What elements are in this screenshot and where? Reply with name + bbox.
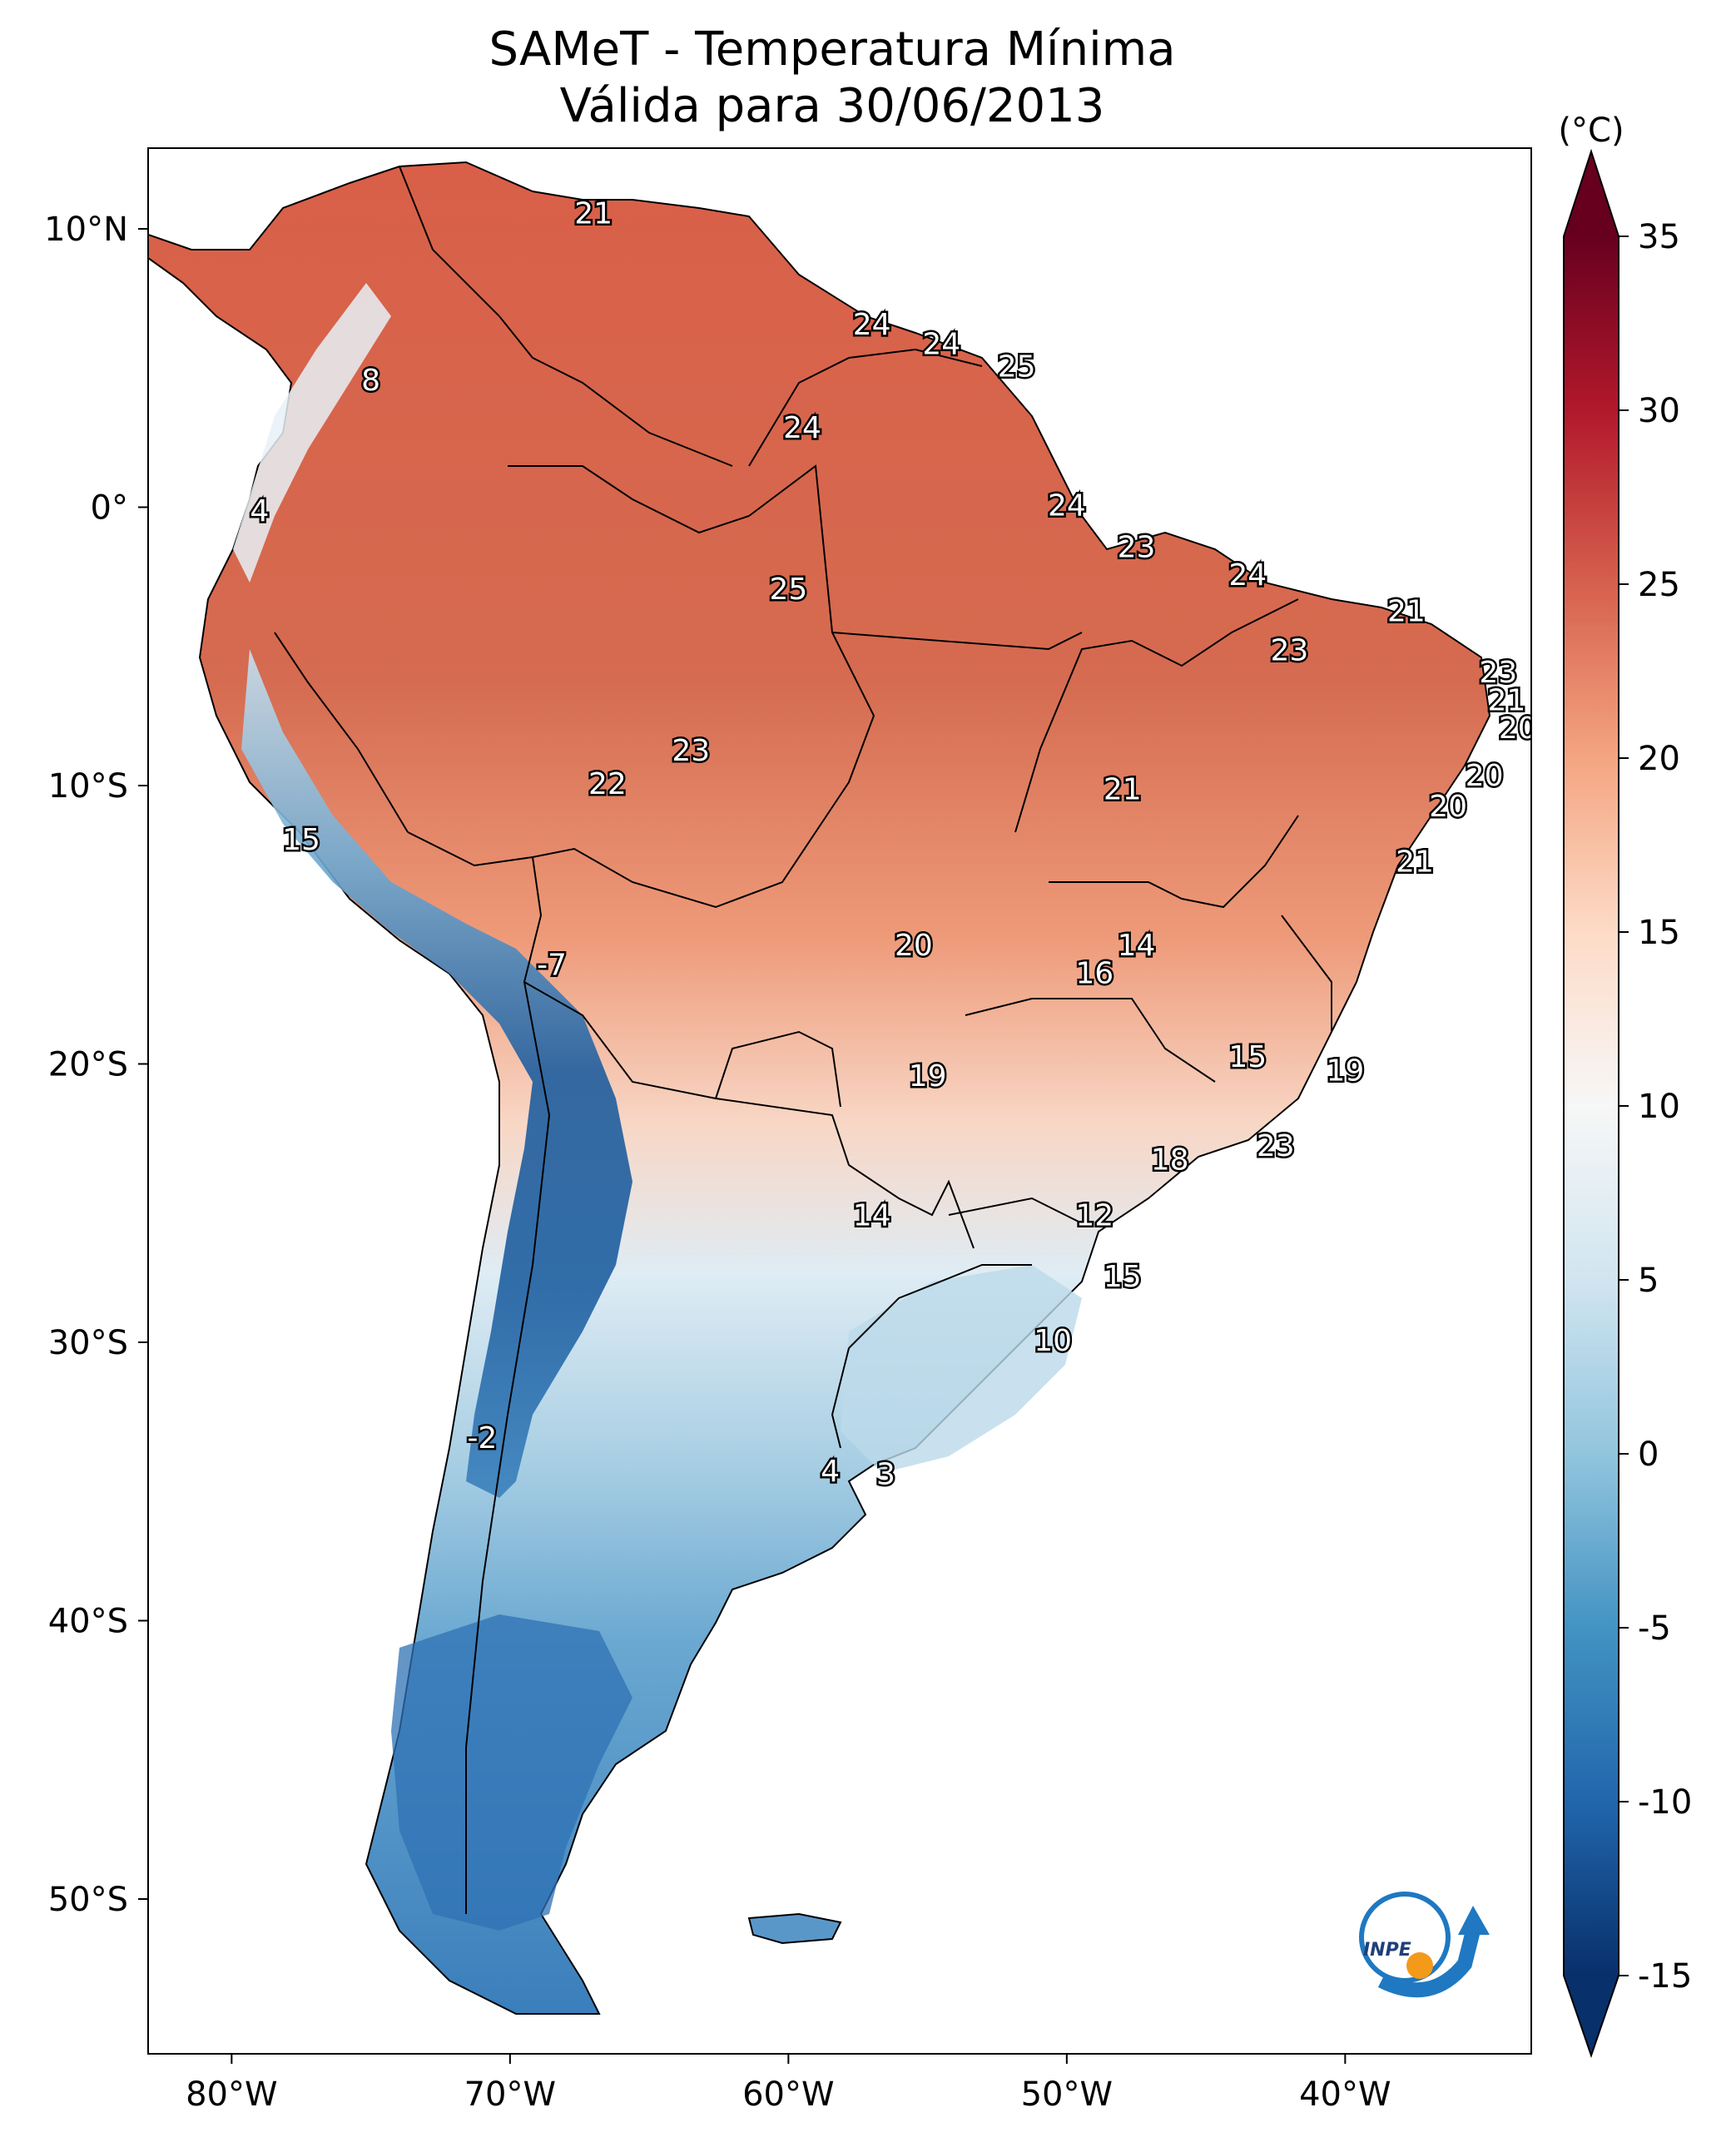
colorbar-tick-label: 15 [1638, 914, 1680, 952]
colorbar-tick-label: -5 [1638, 1609, 1671, 1648]
colorbar-upper-arrow [1564, 151, 1619, 236]
station-label: 3 [876, 1458, 895, 1492]
longitude-tick-label: 60°W [742, 2075, 834, 2114]
colorbar: (°C) 35 30 25 20 15 10 5 0 -5 -10 -15 [1558, 112, 1692, 2059]
station-label: 21 [1104, 773, 1142, 807]
colorbar-tick-label: 25 [1638, 566, 1680, 604]
station-label: -2 [467, 1421, 497, 1455]
station-label: 22 [588, 767, 627, 801]
map-frame [147, 147, 1532, 2055]
chart-title: SAMeT - Temperatura Mínima [489, 22, 1176, 77]
station-label: 18 [1151, 1143, 1189, 1178]
latitude-tick-label: 40°S [48, 1603, 128, 1641]
station-label: 21 [1396, 845, 1434, 880]
latitude-tick-label: 10°N [44, 211, 128, 249]
station-label: 25 [998, 350, 1036, 384]
station-label: 23 [672, 734, 710, 768]
station-label: 23 [1118, 531, 1156, 565]
station-label: 23 [1271, 633, 1309, 667]
colorbar-scale [1564, 236, 1619, 1976]
colorbar-tick-label: 30 [1638, 392, 1680, 430]
station-label: 24 [922, 327, 960, 361]
country-borders [274, 166, 1332, 1914]
station-label: 20 [895, 929, 933, 963]
inpe-logo-text: INPE [1363, 1940, 1411, 1961]
station-label: 24 [1048, 489, 1086, 523]
northern-andes-cool-region [233, 283, 391, 583]
latitude-axis: 10°N 0° 10°S 20°S 30°S 40°S 50°S [44, 211, 148, 1919]
station-label: 16 [1075, 956, 1114, 990]
station-label: 14 [1118, 929, 1156, 963]
colorbar-tick-label: -10 [1638, 1783, 1692, 1822]
uruguay-cool-region [841, 1265, 1082, 1473]
station-label: 10 [1034, 1324, 1072, 1358]
station-label: 20 [1499, 712, 1537, 746]
station-label: 12 [1075, 1198, 1114, 1232]
colorbar-lower-arrow [1564, 1976, 1619, 2055]
station-label: 19 [1326, 1054, 1364, 1088]
station-label: 23 [1257, 1129, 1295, 1163]
andes-cold-region [241, 649, 632, 1498]
chart-subtitle: Válida para 30/06/2013 [559, 79, 1105, 133]
south-america-landmass [148, 161, 1491, 2015]
latitude-tick-label: 10°S [48, 767, 128, 806]
longitude-tick-label: 50°W [1021, 2075, 1113, 2114]
station-label: 21 [1387, 595, 1426, 629]
colorbar-tick-label: 0 [1638, 1435, 1659, 1474]
colorbar-tick-label: 10 [1638, 1088, 1680, 1126]
longitude-axis: 80°W 70°W 60°W 50°W 40°W [186, 2054, 1391, 2114]
colorbar-unit: (°C) [1558, 112, 1624, 150]
station-label: 4 [821, 1455, 840, 1489]
station-label: 24 [1228, 558, 1267, 593]
patagonia-cold-region [391, 1614, 632, 1931]
colorbar-tick-label: -15 [1638, 1957, 1692, 1996]
station-label: 14 [853, 1198, 891, 1232]
colorbar-tick-label: 20 [1638, 740, 1680, 778]
longitude-tick-label: 80°W [186, 2075, 277, 2114]
latitude-tick-label: 0° [91, 489, 128, 528]
station-label: 15 [282, 823, 320, 857]
station-label: 23 [1479, 656, 1517, 690]
station-label: 21 [574, 196, 613, 231]
colorbar-tick-label: 35 [1638, 218, 1680, 256]
station-label: -7 [537, 948, 567, 982]
latitude-tick-label: 50°S [48, 1881, 128, 1919]
station-label: 24 [783, 411, 821, 445]
station-label: 24 [853, 308, 891, 342]
longitude-tick-label: 70°W [464, 2075, 556, 2114]
station-label: 19 [909, 1059, 947, 1093]
falkland-islands [747, 1912, 842, 1945]
station-label: 15 [1228, 1040, 1267, 1074]
station-label: 21 [1487, 684, 1525, 718]
station-label: 15 [1104, 1260, 1142, 1294]
station-label: 8 [361, 364, 380, 398]
station-label: 4 [250, 494, 269, 528]
inpe-logo: INPE [1359, 1892, 1490, 1998]
colorbar-tick-label: 5 [1638, 1262, 1659, 1300]
station-label: 25 [769, 573, 807, 607]
latitude-tick-label: 30°S [48, 1324, 128, 1362]
longitude-tick-label: 40°W [1299, 2075, 1391, 2114]
station-label: 20 [1429, 790, 1467, 824]
station-label: 20 [1466, 759, 1504, 793]
latitude-tick-label: 20°S [48, 1046, 128, 1084]
